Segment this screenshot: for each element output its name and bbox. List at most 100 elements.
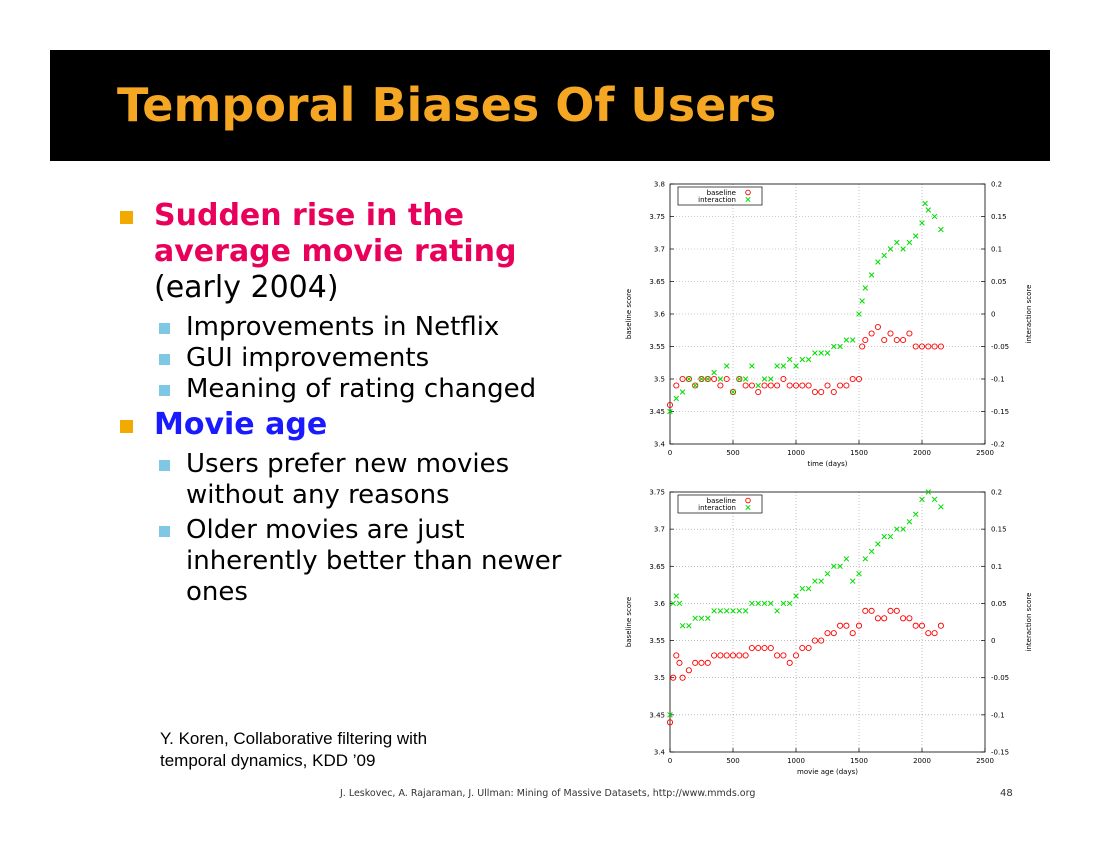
y-tick-label: 3.55 xyxy=(649,637,665,645)
y-tick-label: 3.45 xyxy=(649,711,665,719)
interaction-point xyxy=(742,376,749,382)
x-tick-label: 2500 xyxy=(976,449,994,457)
y-tick-label: 3.55 xyxy=(649,343,665,351)
y2-axis-label: interaction score xyxy=(1025,285,1033,344)
interaction-point xyxy=(742,608,749,614)
y2-axis-label: interaction score xyxy=(1025,593,1033,652)
baseline-point xyxy=(931,630,938,637)
legend-marker-baseline xyxy=(745,497,751,504)
interaction-point xyxy=(849,337,856,343)
baseline-point xyxy=(698,659,705,666)
interaction-point xyxy=(755,600,761,607)
title-bar: Temporal Biases Of Users xyxy=(50,50,1050,161)
interaction-point xyxy=(912,233,919,239)
interaction-point xyxy=(730,608,736,614)
x-tick-label: 1000 xyxy=(787,757,805,765)
baseline-point xyxy=(685,667,692,674)
interaction-point xyxy=(673,593,680,599)
interaction-point xyxy=(698,615,705,622)
baseline-point xyxy=(937,343,944,350)
baseline-point xyxy=(767,382,774,389)
baseline-point xyxy=(786,659,793,666)
interaction-point xyxy=(780,600,787,607)
baseline-point xyxy=(855,375,863,383)
bullet-text: (early 2004) xyxy=(154,270,339,305)
baseline-point xyxy=(881,615,888,622)
sub-bullet-square-icon xyxy=(159,323,170,334)
interaction-point xyxy=(906,518,913,525)
baseline-point xyxy=(685,375,692,383)
baseline-point xyxy=(862,336,869,344)
baseline-point xyxy=(868,330,875,337)
interaction-point xyxy=(774,363,780,369)
interaction-point xyxy=(868,548,875,555)
baseline-point xyxy=(786,382,793,389)
baseline-point xyxy=(849,630,856,637)
sub-bullet-square-icon xyxy=(159,460,170,471)
legend-label: baseline xyxy=(707,189,736,197)
baseline-point xyxy=(704,659,711,666)
interaction-point xyxy=(673,395,680,402)
interaction-point xyxy=(730,389,736,395)
legend-label: interaction xyxy=(698,196,736,204)
interaction-point xyxy=(780,363,787,369)
x-tick-label: 2000 xyxy=(913,449,931,457)
interaction-point xyxy=(906,239,913,246)
sub-bullet-text: Improvements in Netflix xyxy=(186,312,500,342)
baseline-point xyxy=(704,375,711,383)
y2-tick-label: 0 xyxy=(991,637,995,645)
interaction-point xyxy=(723,608,730,614)
baseline-point xyxy=(912,343,919,350)
interaction-point xyxy=(786,600,793,607)
interaction-point xyxy=(818,350,824,356)
interaction-point xyxy=(679,622,686,629)
baseline-point xyxy=(780,375,787,383)
y2-tick-label: 0.2 xyxy=(991,489,1002,497)
interaction-point xyxy=(900,246,906,252)
baseline-point xyxy=(679,375,686,383)
baseline-point xyxy=(670,674,677,681)
baseline-point xyxy=(717,652,724,659)
sub-bullet-text: GUI improvements xyxy=(186,343,430,373)
interaction-point xyxy=(686,622,692,629)
interaction-point xyxy=(868,272,875,278)
baseline-point xyxy=(887,330,894,337)
plot-frame xyxy=(669,491,986,753)
baseline-point xyxy=(874,323,881,331)
y2-tick-label: -0.15 xyxy=(991,749,1009,757)
legend-marker-interaction xyxy=(745,196,751,203)
bullet-rating-rise: Sudden rise in the average movie rating … xyxy=(120,198,600,306)
baseline-point xyxy=(792,382,800,389)
baseline-point xyxy=(843,382,850,389)
interaction-point xyxy=(670,600,676,607)
interaction-point xyxy=(900,526,906,532)
baseline-point xyxy=(855,622,863,629)
y2-tick-label: -0.2 xyxy=(991,441,1005,449)
baseline-point xyxy=(824,382,831,389)
baseline-point xyxy=(874,615,881,622)
interaction-point xyxy=(887,246,894,252)
y2-tick-label: -0.1 xyxy=(991,376,1005,384)
baseline-point xyxy=(837,382,844,389)
interaction-point xyxy=(849,578,856,584)
y2-tick-label: 0.2 xyxy=(991,181,1002,189)
slide-title: Temporal Biases Of Users xyxy=(117,78,777,132)
y2-tick-label: -0.15 xyxy=(991,408,1009,416)
sub-bullet: Older movies are just inherently better … xyxy=(120,515,600,608)
interaction-point xyxy=(793,593,799,599)
baseline-point xyxy=(792,652,800,659)
baseline-point xyxy=(862,607,869,614)
interaction-point xyxy=(717,376,724,382)
plot-area xyxy=(670,492,985,752)
baseline-point xyxy=(673,652,680,659)
interaction-point xyxy=(875,259,881,265)
x-tick-label: 0 xyxy=(668,757,672,765)
interaction-point xyxy=(686,376,692,382)
baseline-point xyxy=(748,382,755,389)
sub-bullet-square-icon xyxy=(159,526,170,537)
sub-bullet-text: Older movies are just inherently better … xyxy=(186,515,562,607)
bullet-highlight: Sudden rise in the average movie rating xyxy=(154,198,517,269)
x-tick-label: 500 xyxy=(726,757,739,765)
baseline-point xyxy=(761,382,768,389)
baseline-point xyxy=(843,622,850,629)
